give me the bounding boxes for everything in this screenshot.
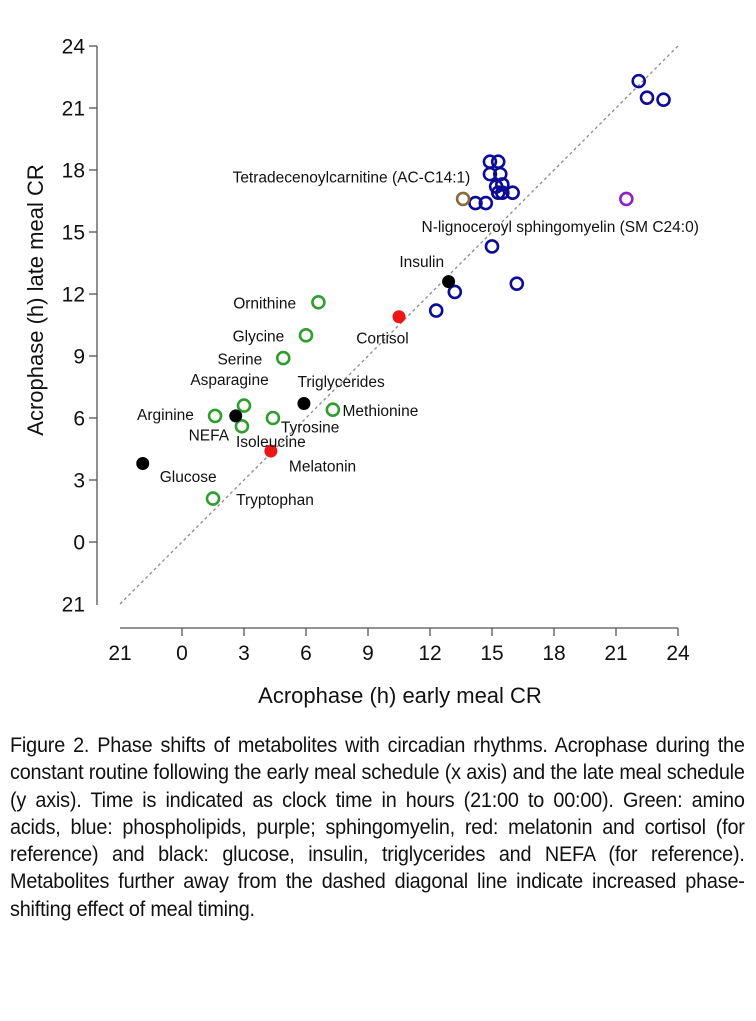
data-point-insulin [442,275,456,289]
data-point [428,303,444,318]
data-point-triglycerides [297,397,311,411]
point-label: Tyrosine [281,419,340,436]
y-tick-label: 21 [62,594,85,617]
x-tick-label: 3 [238,642,250,665]
point-label: Asparagine [190,372,268,389]
data-point-methionine [325,402,341,418]
y-axis-title: Acrophase (h) late meal CR [23,164,48,435]
data-point [639,90,655,105]
x-tick-label: 21 [108,642,131,665]
point-label: NEFA [189,428,230,445]
data-points [136,73,671,506]
x-tick-label: 21 [604,642,627,665]
y-tick-label: 6 [73,408,85,431]
y-tick-label: 21 [62,98,85,121]
data-point [509,276,525,291]
point-label: Isoleucine [236,434,306,451]
y-tick-label: 9 [73,346,85,369]
data-point-tyrosine [265,410,281,426]
data-point-n-lignoceroyl-sphingomyelin-sm-c24-0 [619,191,634,207]
y-tick-label: 18 [62,160,85,183]
data-point [468,195,483,211]
point-label: Melatonin [289,459,356,476]
data-point-arginine [207,408,223,424]
data-point [495,185,510,201]
point-label: Cortisol [356,331,409,348]
y-tick-label: 3 [73,470,85,493]
y-tick-label: 12 [62,284,85,307]
data-point [656,92,671,108]
data-point [447,284,463,300]
data-point-melatonin [264,444,278,458]
data-point [631,73,647,89]
data-point-nefa [229,409,243,423]
data-point-isoleucine [234,418,250,434]
y-tick-label: 24 [62,36,86,59]
x-tick-label: 6 [300,642,312,665]
data-point-serine [275,350,291,366]
y-tick-label: 0 [73,532,85,555]
point-label: Glycine [233,329,285,346]
data-point-glycine [298,328,314,343]
point-label: Triglycerides [297,374,385,391]
point-label: Insulin [399,254,444,271]
point-label: Glucose [160,469,217,486]
data-point [482,166,498,182]
identity-reference-line [119,45,679,605]
point-label: Methionine [342,403,418,420]
figure-caption: Figure 2. Phase shifts of metabolites wi… [10,733,745,921]
data-point [478,195,494,211]
data-point-asparagine [236,398,252,413]
x-tick-label: 18 [542,642,565,665]
data-point-tetradecenoylcarnitine-ac-c14-1 [455,191,471,207]
data-point-tryptophan [205,491,221,506]
diagonal-dashed-line [119,45,679,605]
scatter-chart: 21 0 3 6 9 12 15 18 21 24 21 0 3 6 9 12 15 18 21 24 Tetrade… [23,36,699,709]
data-point-ornithine [311,294,326,310]
x-tick-label: 9 [362,642,374,665]
axes: 21 0 3 6 9 12 15 18 21 24 21 0 3 6 9 12 15 18 21 24 [62,36,690,666]
x-axis-title: Acrophase (h) early meal CR [258,683,542,708]
data-point [484,239,500,254]
x-tick-label: 24 [666,642,690,665]
point-label: Ornithine [233,295,296,312]
data-point [505,185,520,201]
point-label: Tryptophan [236,492,314,509]
x-tick-label: 12 [418,642,441,665]
x-tick-label: 0 [176,642,188,665]
y-tick-label: 15 [62,222,85,245]
data-point-cortisol [392,310,406,324]
point-label: Arginine [137,407,194,424]
point-label: N-lignoceroyl sphingomyelin (SM C24:0) [422,219,699,236]
x-tick-label: 15 [480,642,503,665]
point-labels: Tetradecenoylcarnitine (AC-C14:1) N-ligno… [137,169,699,508]
point-label: Tetradecenoylcarnitine (AC-C14:1) [233,169,471,186]
data-point [490,154,506,170]
data-point-glucose [136,456,150,470]
point-label: Serine [217,351,262,368]
